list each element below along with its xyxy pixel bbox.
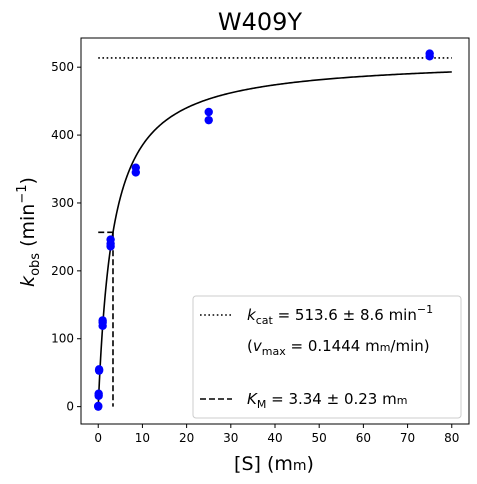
legend-box bbox=[192, 295, 462, 419]
data-point bbox=[94, 365, 104, 374]
y-axis-label: kobs (min−1) bbox=[15, 177, 43, 287]
data-point bbox=[204, 107, 213, 117]
data-point bbox=[98, 316, 107, 325]
plot-marks bbox=[94, 49, 452, 411]
x-tick-label: 70 bbox=[400, 431, 415, 445]
axis-ticks: 0 10 20 30 40 50 60 70 80 0 100 200 300 400 500 bbox=[51, 60, 459, 445]
y-tick-label: 500 bbox=[51, 60, 74, 74]
x-axis-label: [S] (mm) bbox=[234, 453, 314, 475]
data-point bbox=[106, 235, 115, 244]
x-tick-label: 60 bbox=[356, 431, 371, 445]
x-tick-label: 40 bbox=[267, 431, 282, 445]
data-point bbox=[425, 49, 434, 58]
data-point bbox=[94, 401, 103, 411]
x-tick-label: 20 bbox=[179, 431, 194, 445]
x-tick-label: 10 bbox=[135, 431, 150, 445]
legend-km-label: KM = 3.34 ± 0.23 mm bbox=[247, 390, 407, 411]
y-tick-label: 0 bbox=[66, 400, 74, 414]
y-tick-label: 100 bbox=[51, 332, 74, 346]
data-point bbox=[94, 389, 103, 398]
legend: kcat = 513.6 ± 8.6 min−1 (vmax = 0.1444 … bbox=[192, 295, 462, 419]
y-tick-label: 300 bbox=[51, 196, 74, 210]
x-tick-label: 0 bbox=[94, 431, 102, 445]
legend-vmax-label: (vmax = 0.1444 mm/min) bbox=[247, 337, 430, 358]
data-point bbox=[131, 163, 140, 172]
y-tick-label: 400 bbox=[51, 128, 74, 142]
x-tick-label: 30 bbox=[223, 431, 238, 445]
data-point bbox=[204, 115, 213, 125]
x-tick-label: 80 bbox=[444, 431, 459, 445]
fit-curve bbox=[97, 71, 452, 407]
chart-title: W409Y bbox=[218, 8, 303, 36]
y-tick-label: 200 bbox=[51, 264, 74, 278]
legend-kcat-label: kcat = 513.6 ± 8.6 min−1 bbox=[247, 303, 433, 327]
x-tick-label: 50 bbox=[312, 431, 327, 445]
